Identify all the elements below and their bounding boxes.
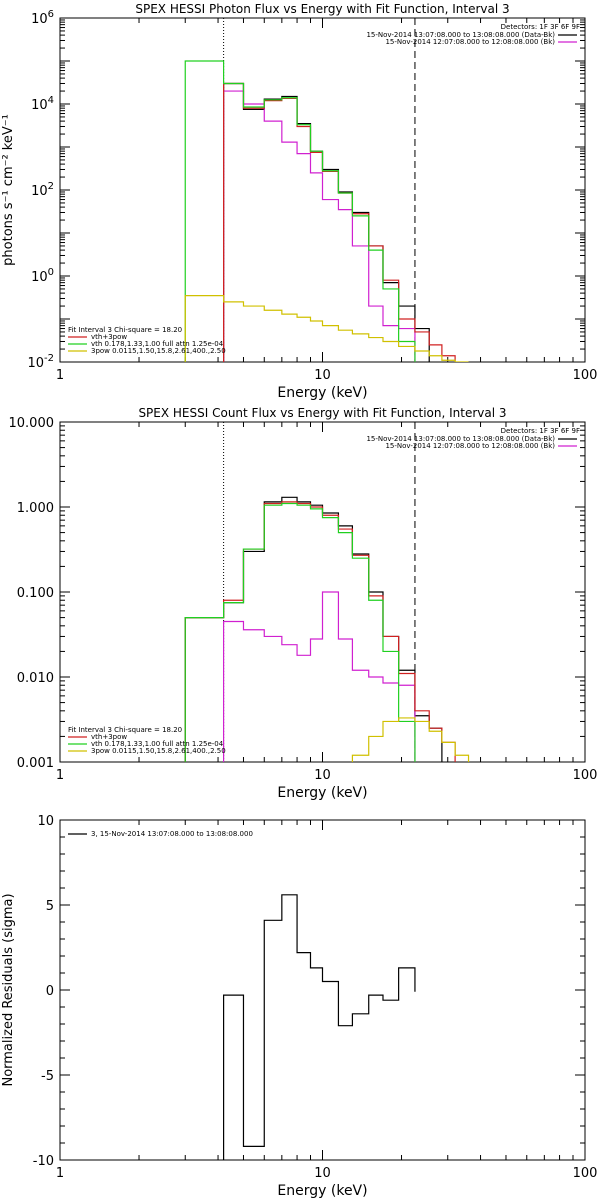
- legend-left-entry: vth+3pow: [91, 733, 127, 741]
- y-tick-label: 1.000: [17, 501, 54, 516]
- x-tick-label: 1: [56, 768, 64, 783]
- y-tick-label: 100: [31, 267, 54, 285]
- legend-right-title: Detectors: 1F 3F 6F 9F: [501, 427, 580, 435]
- legend-right-title: Detectors: 1F 3F 6F 9F: [501, 23, 580, 31]
- x-tick-label: 100: [573, 1166, 598, 1181]
- chart-panel-3: 1 10 100 Energy (keV) -10 -5 0 5 10 Normalized Re…: [1, 814, 597, 1199]
- legend-right-entry: 15-Nov-2014 13:07:08.000 to 13:08:08.000…: [366, 31, 555, 39]
- legend-left-entry: 3, 15-Nov-2014 13:07:08.000 to 13:08:08.…: [91, 830, 253, 838]
- x-tick-label: 100: [573, 768, 598, 783]
- legend-left-title: Fit Interval 3 Chi-square = 18.20: [68, 326, 182, 334]
- series-group: [184, 60, 469, 362]
- y-axis-label: photons s⁻¹ cm⁻² keV⁻¹: [1, 114, 16, 266]
- x-tick-label: 10: [314, 368, 331, 383]
- x-axis-label: Energy (keV): [277, 385, 367, 401]
- legend-left-entry: vth 0.178,1.33,1.00 full attn 1.25e-04: [91, 740, 224, 748]
- x-axis-label: Energy (keV): [277, 785, 367, 801]
- y-tick-label: 5: [46, 899, 54, 914]
- legend-left-entry: vth+3pow: [91, 333, 127, 341]
- plot-frame: [59, 819, 586, 1161]
- series-data: [184, 496, 443, 762]
- series-group: [223, 894, 416, 1160]
- legend-right-entry: 15-Nov-2014 12:07:08.000 to 12:08:08.000…: [385, 38, 555, 46]
- x-tick-label: 10: [314, 768, 331, 783]
- x-tick-label: 100: [573, 368, 598, 383]
- y-tick-label: 0.010: [17, 671, 54, 686]
- y-tick-label: -10: [33, 1154, 54, 1169]
- y-tick-label: 104: [31, 95, 54, 113]
- series-thermal: [184, 60, 416, 362]
- series-thermal: [184, 502, 416, 762]
- y-tick-label: -5: [41, 1069, 54, 1084]
- x-tick-label: 1: [56, 1166, 64, 1181]
- legend-left-title: Fit Interval 3 Chi-square = 18.20: [68, 726, 182, 734]
- legend-left-entry: 3pow 0.0115,1.50,15.8,2.61,400.,2.50: [91, 747, 226, 755]
- y-tick-label: 0.100: [17, 586, 54, 601]
- x-axis-label: Energy (keV): [277, 1183, 367, 1199]
- y-tick-label: 10-2: [27, 353, 54, 371]
- y-tick-label: 0: [46, 984, 54, 999]
- legend-left-entry: 3pow 0.0115,1.50,15.8,2.61,400.,2.50: [91, 347, 226, 355]
- y-tick-label: 10.000: [9, 416, 55, 431]
- y-axis-label: Normalized Residuals (sigma): [1, 893, 16, 1086]
- y-tick-label: 106: [31, 9, 54, 27]
- y-tick-label: 0.001: [17, 756, 54, 771]
- chart-title: SPEX HESSI Photon Flux vs Energy with Fi…: [135, 2, 509, 16]
- chart-panel-1: SPEX HESSI Photon Flux vs Energy with Fi…: [1, 2, 597, 401]
- series-bk: [223, 591, 416, 762]
- chart-panel-2: SPEX HESSI Count Flux vs Energy with Fit…: [9, 406, 598, 801]
- series-residuals: [223, 894, 416, 1160]
- legend-left-entry: vth 0.178,1.33,1.00 full attn 1.25e-04: [91, 340, 224, 348]
- x-tick-label: 10: [314, 1166, 331, 1181]
- y-tick-label: 102: [31, 181, 54, 199]
- legend-right-entry: 15-Nov-2014 13:07:08.000 to 13:08:08.000…: [366, 435, 555, 443]
- series-total: [223, 82, 456, 362]
- y-tick-label: 10: [37, 814, 54, 829]
- legend-right-entry: 15-Nov-2014 12:07:08.000 to 12:08:08.000…: [385, 442, 555, 450]
- series-group: [184, 496, 470, 762]
- series-powerlaw: [351, 717, 470, 762]
- x-tick-label: 1: [56, 368, 64, 383]
- chart-title: SPEX HESSI Count Flux vs Energy with Fit…: [138, 406, 506, 420]
- series-powerlaw: [184, 295, 469, 362]
